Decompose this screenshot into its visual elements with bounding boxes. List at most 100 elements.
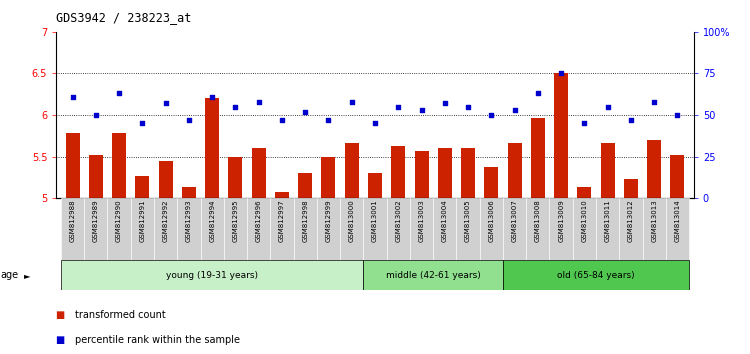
Bar	[670, 155, 685, 198]
Text: young (19-31 years): young (19-31 years)	[166, 271, 258, 280]
Text: ■: ■	[56, 335, 69, 345]
Point	[462, 104, 474, 110]
Bar	[368, 173, 382, 198]
Text: GSM813000: GSM813000	[349, 200, 355, 242]
Bar	[457, 198, 480, 260]
Bar	[229, 156, 242, 198]
Text: ■: ■	[56, 310, 69, 320]
Bar	[322, 156, 335, 198]
Point	[555, 70, 567, 76]
Bar	[554, 74, 568, 198]
Bar	[573, 198, 596, 260]
Bar	[484, 167, 498, 198]
Bar	[107, 198, 130, 260]
Text: GSM813012: GSM813012	[628, 200, 634, 242]
Text: GSM813006: GSM813006	[488, 200, 494, 242]
Bar	[158, 161, 172, 198]
Bar	[624, 179, 638, 198]
Text: GSM812990: GSM812990	[116, 200, 122, 242]
Point	[392, 104, 404, 110]
Point	[113, 91, 125, 96]
Bar	[247, 198, 270, 260]
Bar	[88, 155, 103, 198]
Text: GSM812995: GSM812995	[232, 200, 238, 242]
Bar	[531, 118, 544, 198]
Bar	[596, 198, 619, 260]
Text: GSM812998: GSM812998	[302, 200, 308, 242]
Text: age: age	[1, 270, 19, 280]
Bar	[480, 198, 503, 260]
Bar	[345, 143, 358, 198]
Point	[230, 104, 242, 110]
Bar	[415, 151, 428, 198]
Bar	[461, 148, 475, 198]
Bar	[503, 198, 526, 260]
Bar	[387, 198, 410, 260]
Bar	[61, 198, 84, 260]
Point	[578, 120, 590, 126]
Bar	[298, 173, 312, 198]
Point	[439, 101, 451, 106]
Point	[602, 104, 613, 110]
Point	[485, 112, 497, 118]
Bar	[620, 198, 643, 260]
Text: GSM813008: GSM813008	[535, 200, 541, 242]
Point	[369, 120, 381, 126]
Bar	[65, 133, 80, 198]
Point	[90, 112, 102, 118]
Text: GSM812991: GSM812991	[140, 200, 146, 242]
Text: GSM812993: GSM812993	[186, 200, 192, 242]
Text: GDS3942 / 238223_at: GDS3942 / 238223_at	[56, 11, 192, 24]
Point	[67, 94, 79, 99]
Text: GSM812996: GSM812996	[256, 200, 262, 242]
Bar	[293, 198, 316, 260]
Bar	[177, 198, 200, 260]
Point	[322, 117, 334, 123]
Point	[625, 117, 637, 123]
Bar	[275, 193, 289, 198]
Bar	[206, 98, 219, 198]
Point	[206, 94, 218, 99]
Bar	[643, 198, 666, 260]
Text: GSM812988: GSM812988	[70, 200, 76, 242]
Bar	[84, 198, 107, 260]
Text: GSM813013: GSM813013	[651, 200, 657, 242]
Point	[532, 91, 544, 96]
Point	[416, 107, 428, 113]
Text: GSM812992: GSM812992	[163, 200, 169, 242]
Bar	[270, 198, 293, 260]
Point	[183, 117, 195, 123]
Bar	[340, 198, 363, 260]
Bar	[438, 148, 452, 198]
Point	[299, 109, 311, 115]
Bar	[112, 133, 126, 198]
Bar	[647, 140, 662, 198]
Text: transformed count: transformed count	[75, 310, 166, 320]
Text: GSM813014: GSM813014	[674, 200, 680, 242]
Bar	[410, 198, 434, 260]
Text: GSM812997: GSM812997	[279, 200, 285, 242]
Bar	[61, 260, 363, 290]
Text: GSM812999: GSM812999	[326, 200, 332, 242]
Text: GSM813002: GSM813002	[395, 200, 401, 242]
Bar	[130, 198, 154, 260]
Text: GSM812989: GSM812989	[93, 200, 99, 242]
Text: GSM813011: GSM813011	[604, 200, 610, 242]
Bar	[154, 198, 177, 260]
Text: middle (42-61 years): middle (42-61 years)	[386, 271, 481, 280]
Bar	[224, 198, 247, 260]
Text: GSM813010: GSM813010	[581, 200, 587, 242]
Point	[648, 99, 660, 104]
Point	[276, 117, 288, 123]
Bar	[508, 143, 521, 198]
Bar	[182, 187, 196, 198]
Bar	[433, 198, 457, 260]
Text: GSM813001: GSM813001	[372, 200, 378, 242]
Text: GSM813004: GSM813004	[442, 200, 448, 242]
Text: percentile rank within the sample: percentile rank within the sample	[75, 335, 240, 345]
Bar	[135, 176, 149, 198]
Bar	[252, 148, 266, 198]
Point	[136, 120, 148, 126]
Bar	[363, 198, 387, 260]
Bar	[363, 260, 503, 290]
